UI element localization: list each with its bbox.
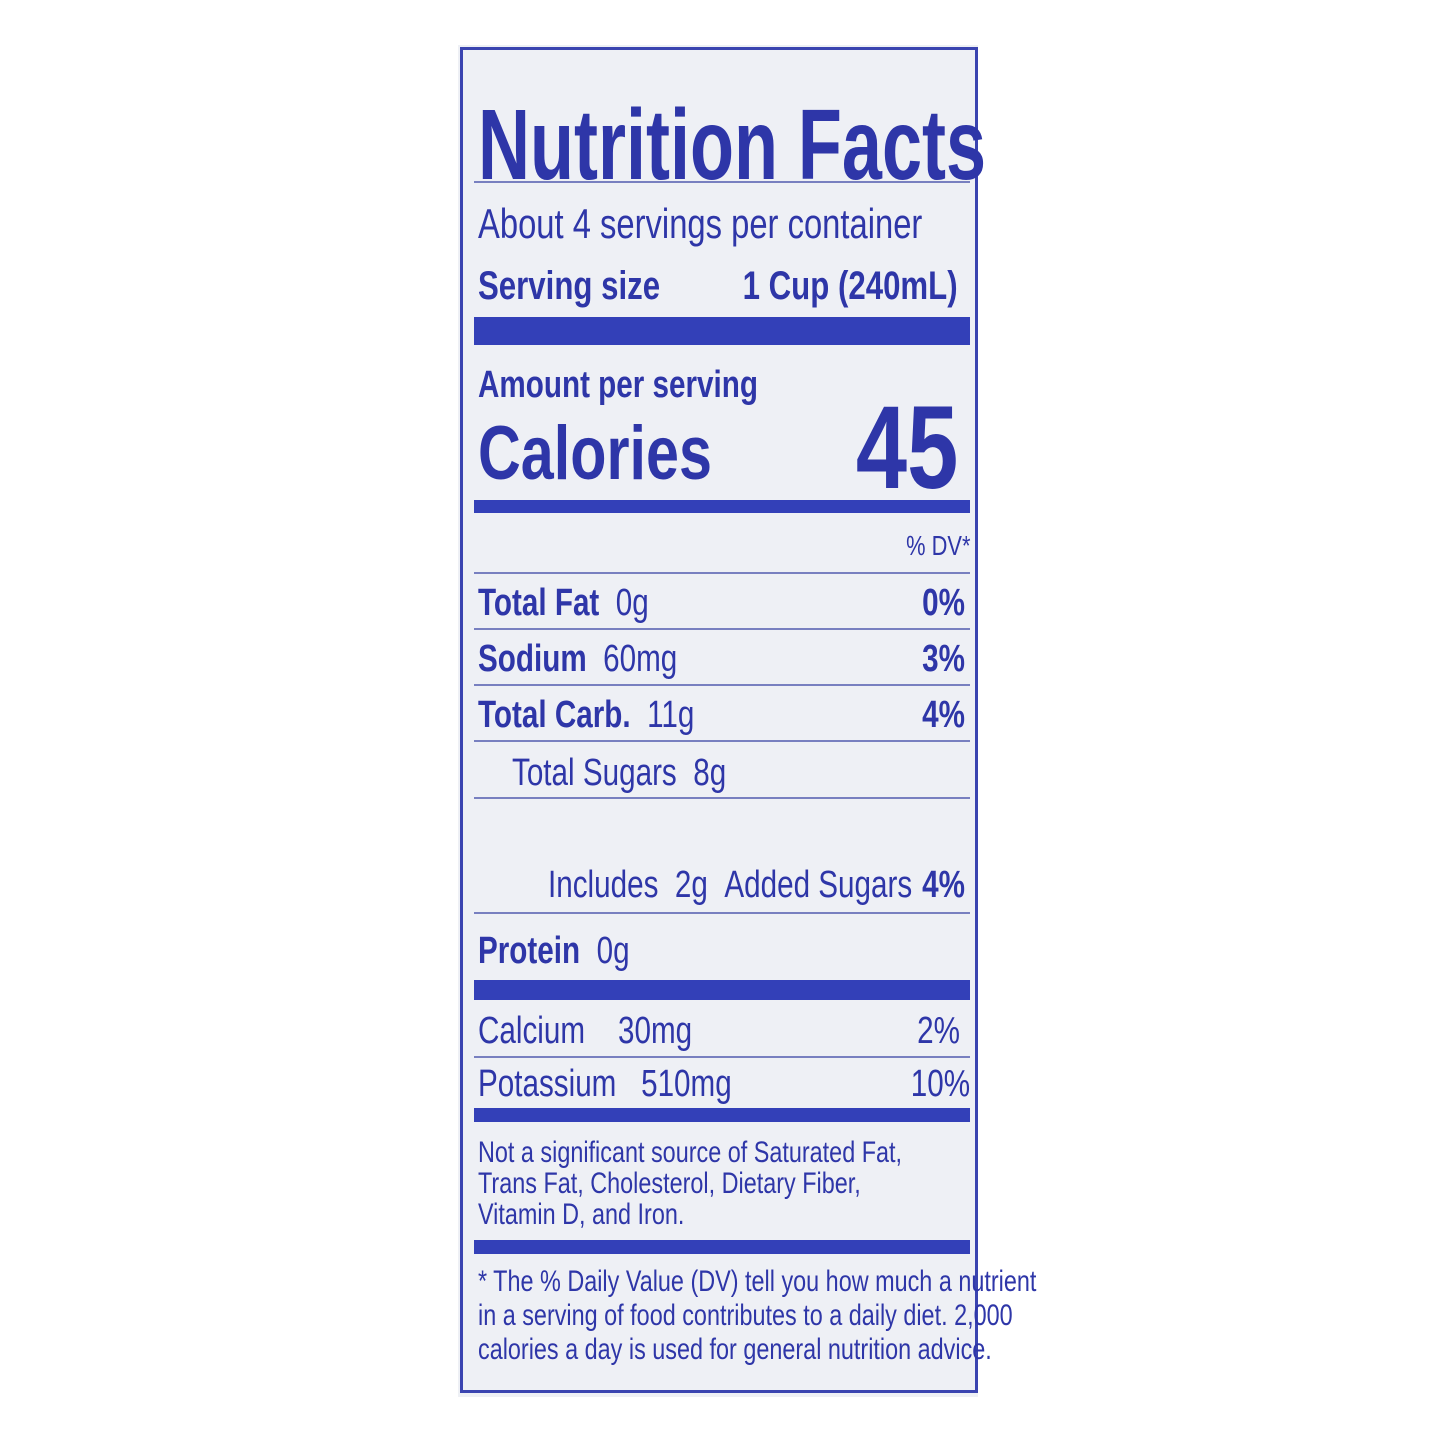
mineral-row-potassium: Potassium 510mg	[478, 1063, 732, 1106]
nutrient-amount: 0g	[596, 930, 630, 972]
medium-divider	[474, 1240, 970, 1254]
mineral-row-calcium: Calcium 30mg	[478, 1010, 692, 1053]
nutrient-amount: 8g	[693, 752, 727, 794]
medium-divider	[474, 1108, 970, 1122]
nutrient-amount: 11g	[647, 694, 695, 736]
divider	[474, 1056, 970, 1058]
nutrient-name: Protein	[478, 930, 581, 972]
divider	[474, 740, 970, 742]
nutrient-row-total-carb: Total Carb. 11g	[478, 694, 694, 737]
nutrient-row-added-sugars: Includes 2g Added Sugars	[548, 864, 912, 907]
nutrient-amount: 0g	[615, 582, 649, 624]
nutrient-dv: 4%	[922, 694, 965, 736]
nutrient-name: Sodium	[478, 638, 587, 680]
label-border	[460, 47, 978, 1393]
divider	[474, 684, 970, 686]
servings-per-container: About 4 servings per container	[478, 200, 923, 247]
amount-per-serving: Amount per serving	[478, 364, 758, 406]
medium-divider	[474, 500, 970, 513]
serving-size-value: 1 Cup (240mL)	[743, 264, 958, 308]
label-title: Nutrition Facts	[478, 89, 987, 201]
nutrient-name: Total Fat	[478, 582, 600, 624]
nutrient-dv: 3%	[922, 638, 965, 680]
nutrient-amount: 60mg	[603, 638, 678, 680]
divider	[474, 628, 970, 630]
nutrient-amount: 2g	[674, 864, 708, 906]
not-significant-line: Not a significant source of Saturated Fa…	[478, 1136, 903, 1169]
nutrient-row-protein: Protein 0g	[478, 930, 630, 973]
calories-value: 45	[855, 382, 958, 514]
mineral-amount: 30mg	[617, 1010, 693, 1052]
divider	[474, 912, 970, 914]
nutrition-label	[458, 45, 978, 1397]
nutrient-row-total-sugars: Total Sugars 8g	[512, 752, 726, 795]
not-significant-line: Vitamin D, and Iron.	[478, 1198, 685, 1231]
calories-label: Calories	[478, 411, 712, 496]
mineral-name: Potassium	[478, 1063, 617, 1105]
nutrient-dv: 4%	[922, 864, 965, 906]
nutrient-name: Includes	[548, 864, 659, 906]
dv-header: % DV*	[905, 530, 970, 561]
footnote-line: * The % Daily Value (DV) tell you how mu…	[478, 1265, 1037, 1298]
nutrient-name: Total Carb.	[478, 694, 631, 736]
nutrient-row-total-fat: Total Fat 0g	[478, 582, 649, 625]
nutrient-name: Total Sugars	[512, 752, 677, 794]
mineral-dv: 10%	[910, 1063, 970, 1105]
nutrient-suffix: Added Sugars	[724, 864, 913, 906]
nutrient-dv: 0%	[922, 582, 965, 624]
nutrient-row-sodium: Sodium 60mg	[478, 638, 677, 681]
footnote-line: calories a day is used for general nutri…	[478, 1333, 992, 1366]
divider	[474, 181, 970, 183]
mineral-dv: 2%	[917, 1010, 960, 1052]
mineral-amount: 510mg	[641, 1063, 732, 1105]
serving-size-label: Serving size	[478, 264, 661, 308]
not-significant-line: Trans Fat, Cholesterol, Dietary Fiber,	[478, 1167, 861, 1200]
footnote-line: in a serving of food contributes to a da…	[478, 1299, 1013, 1332]
thick-divider	[474, 317, 970, 345]
mineral-name: Calcium	[478, 1010, 586, 1052]
divider	[474, 797, 970, 799]
thick-divider	[474, 980, 970, 1000]
divider	[474, 572, 970, 574]
